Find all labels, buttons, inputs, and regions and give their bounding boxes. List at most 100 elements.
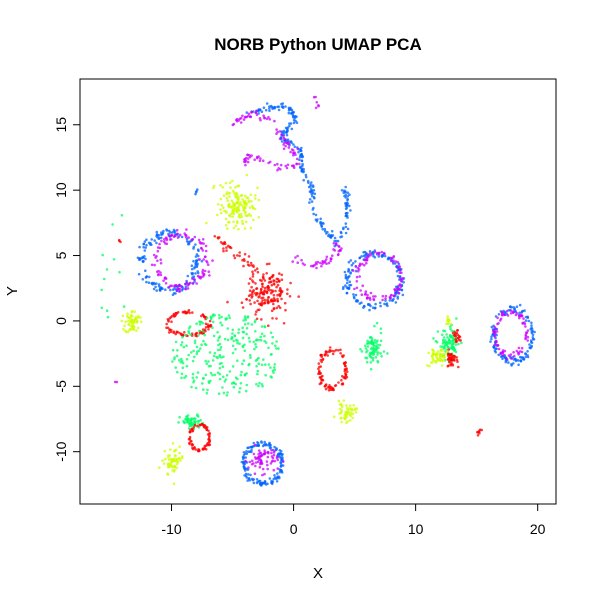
data-point-magenta (191, 282, 195, 285)
data-point-green (218, 366, 222, 370)
data-point-green (228, 370, 232, 373)
data-point-green (187, 418, 190, 422)
data-point-blue (373, 255, 377, 259)
data-point-red (176, 311, 180, 314)
data-point-green (198, 320, 201, 324)
data-point-blue (333, 244, 337, 248)
data-point-magenta (365, 261, 368, 265)
data-point-yellow (346, 420, 350, 423)
data-point-blue (144, 257, 147, 261)
data-point-magenta (523, 322, 527, 326)
data-point-green (194, 386, 198, 390)
data-point-red (251, 272, 255, 276)
data-point-green (118, 270, 121, 274)
data-point-yellow (338, 403, 342, 407)
data-point-magenta (316, 260, 320, 264)
data-point-green (386, 352, 389, 355)
data-point-blue (245, 111, 249, 114)
data-point-blue (529, 346, 532, 350)
data-point-yellow (439, 358, 443, 362)
data-point-red (278, 286, 282, 290)
data-point-magenta (353, 287, 356, 291)
data-point-magenta (184, 233, 187, 237)
data-point-yellow (234, 186, 237, 189)
data-point-magenta (175, 283, 178, 287)
data-point-magenta (363, 293, 367, 296)
data-point-green (241, 362, 244, 366)
data-point-red (276, 293, 279, 297)
data-point-blue (194, 272, 197, 275)
y-tick-label: -10 (53, 441, 69, 461)
data-point-green (379, 339, 383, 343)
data-point-green (202, 330, 205, 333)
data-point-red (289, 281, 292, 285)
data-point-yellow (427, 351, 431, 355)
data-point-red (276, 283, 280, 287)
data-point-yellow (178, 451, 181, 455)
data-point-blue (285, 127, 289, 130)
data-point-blue (190, 264, 194, 268)
data-point-yellow (224, 224, 228, 227)
x-axis: -10 0 10 20 (161, 504, 546, 537)
data-point-yellow (127, 319, 130, 323)
data-point-magenta (156, 249, 160, 253)
data-point-green (238, 342, 241, 346)
data-point-blue (344, 193, 348, 197)
data-point-magenta (292, 149, 295, 152)
data-point-red (476, 434, 480, 437)
data-point-blue (341, 287, 345, 291)
data-point-magenta (524, 325, 527, 328)
data-point-blue (333, 236, 337, 240)
data-point-blue (275, 447, 278, 450)
data-point-red (252, 265, 255, 269)
data-point-red (227, 244, 230, 248)
data-point-red (331, 352, 335, 356)
data-point-yellow (219, 208, 222, 211)
data-point-magenta (162, 279, 165, 283)
data-point-blue (347, 269, 351, 272)
data-point-green (177, 359, 181, 362)
data-point-yellow (239, 201, 242, 204)
data-point-yellow (181, 455, 184, 458)
data-point-blue (345, 206, 349, 209)
data-point-green (111, 223, 114, 226)
data-point-magenta (201, 268, 205, 272)
data-point-yellow (162, 462, 166, 465)
data-point-red (172, 330, 176, 334)
data-point-red (265, 272, 269, 275)
data-point-red (253, 292, 257, 295)
data-point-green (203, 333, 206, 337)
data-point-red (328, 346, 332, 349)
data-point-magenta (158, 246, 162, 250)
data-point-blue (532, 338, 536, 341)
data-point-yellow (220, 203, 223, 207)
data-point-green (240, 370, 243, 374)
x-tick-label: -10 (161, 521, 181, 537)
data-point-magenta (254, 464, 257, 468)
data-point-yellow (447, 318, 450, 322)
data-point-yellow (123, 324, 126, 328)
data-point-green (239, 373, 243, 377)
data-point-yellow (172, 482, 176, 486)
data-point-magenta (285, 166, 289, 170)
data-point-red (278, 272, 281, 275)
data-point-yellow (345, 406, 349, 410)
data-point-blue (368, 250, 372, 253)
data-point-green (197, 334, 200, 337)
data-point-blue (497, 353, 501, 357)
data-point-blue (190, 267, 194, 271)
data-point-yellow (131, 323, 134, 326)
data-point-yellow (235, 210, 239, 214)
data-point-blue (349, 209, 352, 212)
data-point-yellow (126, 312, 129, 316)
data-point-green (190, 421, 193, 425)
data-point-blue (268, 477, 272, 480)
data-point-blue (311, 191, 315, 195)
data-point-blue (246, 446, 249, 450)
data-point-red (274, 289, 277, 293)
data-point-red (337, 381, 340, 384)
data-point-green (174, 366, 177, 369)
data-point-red (323, 353, 327, 357)
data-point-blue (155, 230, 159, 234)
data-point-yellow (175, 466, 178, 470)
